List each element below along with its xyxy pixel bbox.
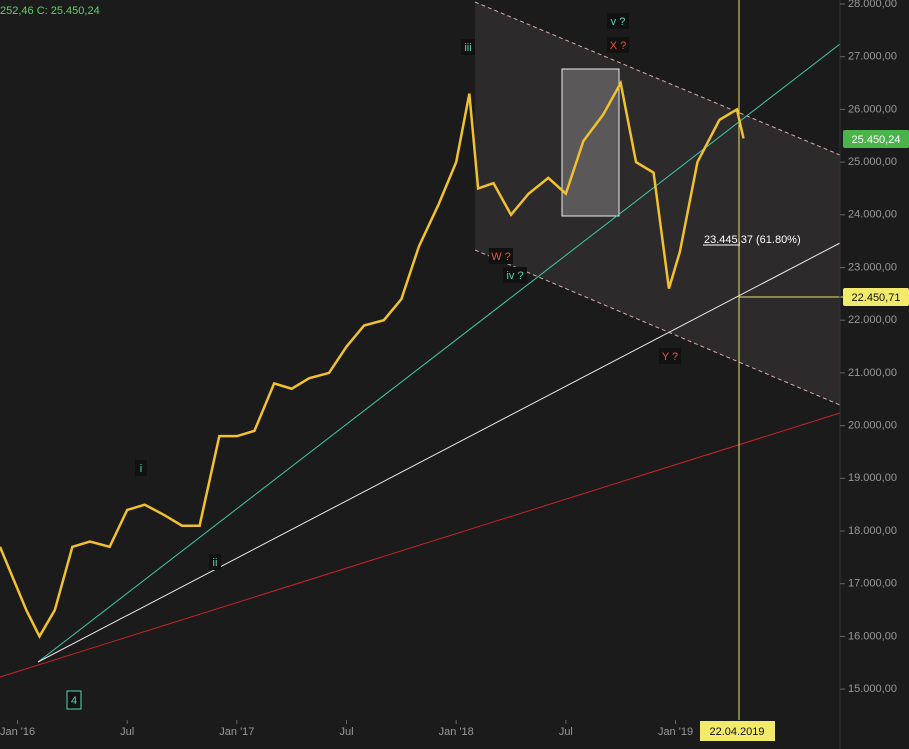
label-box: [461, 39, 475, 55]
x-tick-label: Jan '16: [0, 726, 35, 738]
x-tick-label: Jul: [120, 726, 134, 738]
label-box: [135, 460, 147, 476]
y-tick-label: 28.000,00: [848, 0, 897, 10]
fib-label: 23.445,37 (61.80%): [704, 234, 801, 246]
y-tick-label: 19.000,00: [848, 472, 897, 484]
y-tick-label: 17.000,00: [848, 578, 897, 590]
x-tick-label: Jul: [339, 726, 353, 738]
y-tick-label: 15.000,00: [848, 683, 897, 695]
channel-top: [474, 1, 841, 156]
highlight-box: [561, 68, 620, 217]
info: 252,46 C: 25.450,24: [0, 5, 100, 17]
x-tick-label: Jan '19: [658, 726, 693, 738]
label-box: [66, 690, 82, 710]
y-tick-label: 25.000,00: [848, 156, 897, 168]
price-box: [843, 130, 909, 148]
price-label: 25.450,24: [852, 134, 901, 146]
y-tick-label: 24.000,00: [848, 209, 897, 221]
label-box: [489, 248, 513, 264]
wave-label: ii: [213, 557, 218, 569]
y-tick-label: 27.000,00: [848, 51, 897, 63]
y-tick-label: 23.000,00: [848, 261, 897, 273]
label-box: [607, 13, 629, 29]
trend-line: [0, 412, 841, 678]
channel-bottom: [474, 249, 841, 406]
y-tick-label: 22.000,00: [848, 314, 897, 326]
price-line: [0, 79, 745, 640]
price-box: [843, 288, 909, 306]
wave-label: X ?: [610, 40, 627, 52]
date-box: [700, 721, 775, 741]
x-tick-label: Jan '18: [439, 726, 474, 738]
label-box: [209, 554, 221, 570]
x-tick-label: Jul: [559, 726, 573, 738]
annotations: iii v ? X ? W ? iv ? Y ? i ii 4 23.445,3…: [66, 13, 909, 741]
date-label: 22.04.2019: [709, 726, 764, 738]
wave-label: Y ?: [662, 351, 678, 363]
label-box: [503, 267, 527, 283]
y-tick-label: 20.000,00: [848, 420, 897, 432]
wave-label: v ?: [611, 16, 626, 28]
wave-label: iv ?: [506, 270, 523, 282]
price-label: 22.450,71: [852, 292, 901, 304]
trend-line: [37, 242, 841, 663]
y-tick-label: 26.000,00: [848, 103, 897, 115]
wave-label: i: [140, 463, 142, 475]
label-box: [607, 37, 629, 53]
wave-label: iii: [464, 42, 471, 54]
wave-label: W ?: [491, 251, 511, 263]
y-tick-label: 18.000,00: [848, 525, 897, 537]
y-tick-label: 16.000,00: [848, 630, 897, 642]
label-box: [659, 348, 681, 364]
wave-label: 4: [71, 695, 77, 707]
x-tick-label: Jan '17: [219, 726, 254, 738]
y-tick-label: 21.000,00: [848, 367, 897, 379]
